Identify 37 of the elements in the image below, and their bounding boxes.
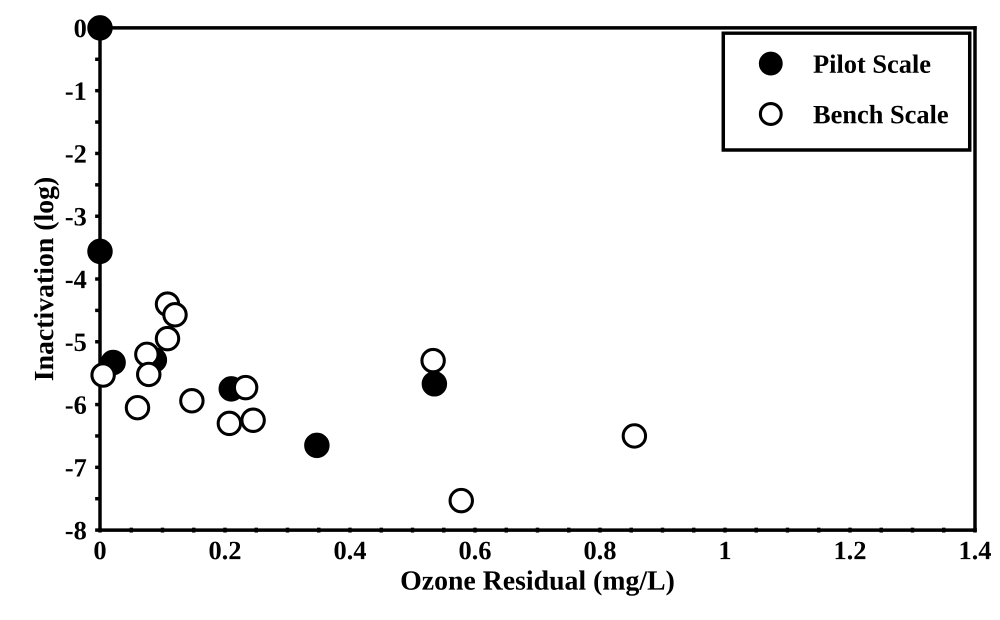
y-tick-label: -1: [66, 82, 86, 100]
y-tick-label: -2: [66, 145, 86, 163]
x-tick-label: 0: [94, 542, 106, 560]
point: [90, 362, 116, 388]
point: [304, 432, 330, 458]
y-tick-label: -3: [66, 208, 86, 226]
point: [216, 410, 242, 436]
x-tick-label: 0.4: [334, 542, 366, 560]
point: [124, 394, 150, 420]
y-tick-label: -4: [66, 270, 86, 288]
point: [422, 371, 448, 397]
point: [622, 423, 648, 449]
point: [87, 15, 113, 41]
legend-label: Pilot Scale: [813, 54, 930, 74]
point: [136, 362, 162, 388]
x-tick-label: 0.6: [460, 542, 491, 560]
point: [162, 302, 188, 328]
y-tick-label: 0: [74, 20, 86, 38]
point: [240, 408, 266, 433]
point: [87, 238, 113, 264]
x-tick-label: 1: [720, 542, 730, 560]
legend-label: Bench Scale: [813, 104, 948, 124]
point: [134, 342, 160, 368]
y-tick-label: -8: [66, 522, 86, 540]
point: [420, 348, 446, 374]
x-tick-label: 0.8: [584, 542, 616, 560]
x-axis-title: Ozone Residual (mg/L): [402, 570, 674, 596]
x-tick-label: 0.2: [210, 542, 240, 560]
point: [448, 488, 474, 514]
point: [154, 326, 180, 352]
y-tick-label: -5: [66, 334, 86, 352]
y-axis-title: Inactivation (log): [34, 178, 60, 380]
y-tick-label: -6: [66, 396, 86, 414]
y-tick-label: -7: [66, 459, 86, 476]
x-tick-label: 1.4: [960, 542, 991, 560]
x-tick-label: 1.2: [836, 542, 866, 560]
point: [179, 388, 205, 414]
